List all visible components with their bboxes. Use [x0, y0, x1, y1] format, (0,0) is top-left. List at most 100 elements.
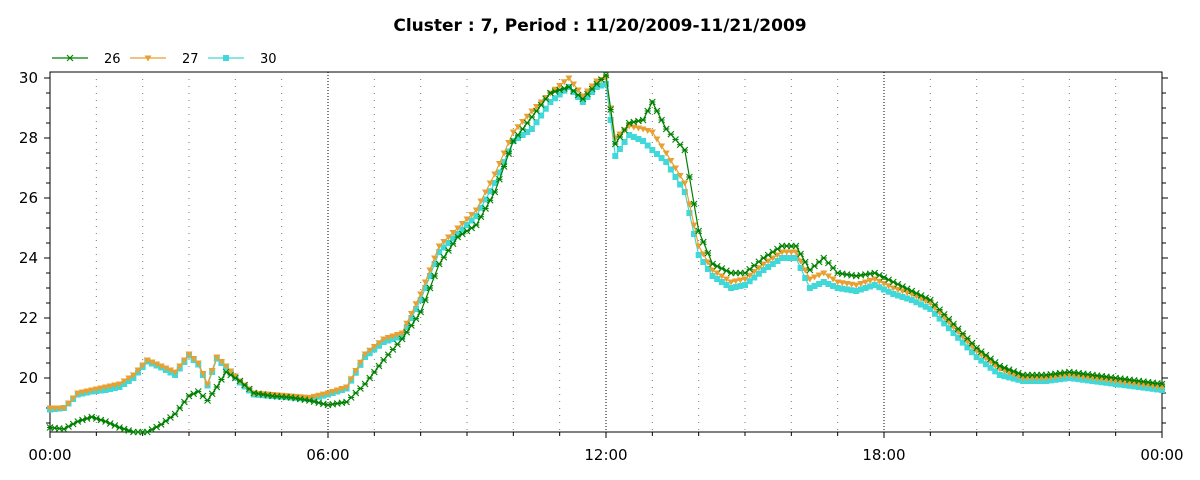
data-point [857, 281, 865, 287]
chart-title: Cluster : 7, Period : 11/20/2009-11/21/2… [393, 16, 806, 36]
data-point [862, 285, 869, 291]
data-point [445, 240, 452, 246]
data-point [727, 279, 735, 286]
data-point [690, 222, 698, 229]
data-point [922, 303, 929, 310]
data-point [125, 375, 133, 382]
data-point [801, 258, 809, 266]
data-point [732, 284, 739, 290]
data-point [528, 108, 536, 115]
data-point [1006, 374, 1013, 381]
data-point [677, 181, 684, 188]
data-point [208, 368, 216, 374]
data-point [713, 270, 721, 277]
data-point [686, 210, 693, 216]
y-tick-label: 22 [19, 309, 38, 327]
data-point [774, 258, 781, 264]
data-point [769, 255, 777, 262]
data-point [523, 119, 531, 127]
data-point [542, 105, 549, 112]
data-point [487, 188, 494, 195]
data-point [88, 387, 96, 394]
data-point [315, 392, 323, 399]
data-point [991, 359, 999, 366]
data-point [500, 150, 508, 157]
data-point [486, 180, 494, 187]
data-point [482, 196, 489, 203]
data-point [700, 259, 707, 265]
y-tick-label: 26 [19, 189, 38, 207]
data-point [343, 384, 351, 391]
data-point [542, 95, 550, 103]
data-point [699, 238, 707, 246]
data-point [514, 124, 522, 131]
data-point [69, 395, 77, 402]
data-point [473, 213, 480, 219]
data-point [454, 225, 462, 232]
data-point [417, 308, 425, 316]
data-point [496, 169, 503, 176]
data-point [570, 89, 577, 95]
data-point [380, 336, 388, 343]
data-point [449, 240, 457, 248]
data-point [552, 95, 559, 102]
data-point [829, 276, 837, 283]
data-point [440, 244, 447, 251]
data-point [319, 391, 327, 398]
data-point [630, 134, 637, 140]
data-point [523, 113, 531, 120]
data-point [1010, 375, 1017, 382]
data-point [436, 249, 443, 255]
data-point [746, 265, 754, 273]
data-point [162, 365, 170, 372]
series-layer [46, 71, 1166, 436]
data-point [491, 171, 499, 178]
data-point [148, 359, 156, 366]
data-point [945, 325, 952, 332]
data-point [830, 283, 837, 289]
data-point [640, 138, 647, 144]
data-point [537, 101, 545, 109]
y-tick-label: 30 [19, 69, 38, 87]
data-point [676, 173, 684, 179]
legend-label: 26 [104, 52, 121, 67]
data-point [528, 113, 536, 121]
data-point [375, 340, 383, 347]
data-point [370, 368, 378, 376]
data-point [987, 364, 994, 371]
data-point [824, 273, 832, 280]
data-point [644, 107, 652, 115]
data-point [458, 221, 466, 227]
data-point [194, 360, 202, 367]
data-point [709, 273, 716, 279]
x-tick-label: 00:00 [28, 446, 71, 464]
data-point [445, 247, 452, 254]
data-point [616, 133, 624, 141]
data-point [444, 234, 452, 241]
data-point [760, 267, 767, 273]
data-point [171, 369, 179, 376]
data-point [338, 386, 346, 392]
data-point [737, 283, 744, 289]
data-point [644, 142, 651, 149]
data-point [603, 81, 609, 87]
data-point [403, 320, 411, 327]
data-point [514, 131, 522, 139]
data-point [969, 349, 976, 356]
data-point [454, 231, 461, 237]
data-point [556, 83, 564, 89]
data-point [955, 334, 962, 341]
data-point [505, 148, 512, 155]
data-point [78, 389, 86, 396]
data-point [691, 231, 698, 237]
data-point [769, 261, 776, 267]
data-point [639, 116, 647, 124]
data-point [802, 275, 809, 281]
data-point [361, 380, 369, 388]
data-point [180, 357, 188, 364]
data-point [505, 150, 513, 158]
data-point [899, 294, 906, 300]
data-point [992, 368, 999, 375]
grid-lines [95, 72, 1117, 432]
data-point [621, 126, 628, 134]
